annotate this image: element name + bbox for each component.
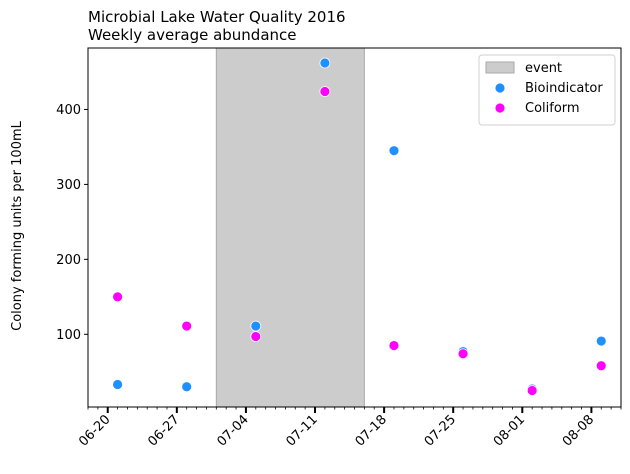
data-points [112, 57, 607, 396]
x-tick-label: 08-01 [491, 412, 528, 449]
coliform-point [319, 86, 331, 97]
coliform-point [112, 291, 124, 303]
event-band [215, 47, 365, 408]
legend-event-label: event [525, 61, 562, 76]
x-tick-label: 06-27 [145, 412, 182, 449]
bioindicator-point [250, 320, 262, 332]
legend-coliform-marker [494, 102, 506, 114]
x-tick-label: 07-11 [284, 412, 321, 449]
coliform-point [457, 348, 469, 360]
bioindicator-point [112, 379, 124, 390]
coliform-point [388, 340, 400, 351]
legend-bioindicator-marker [494, 82, 506, 94]
y-tick-label: 400 [56, 103, 81, 118]
y-tick-label: 300 [56, 178, 81, 193]
coliform-point [595, 360, 607, 372]
coliform-point [526, 385, 538, 396]
chart-title: Microbial Lake Water Quality 2016 [88, 8, 346, 26]
y-axis-ticks: 100 200 300 400 [56, 103, 88, 343]
x-tick-label: 07-25 [422, 412, 459, 449]
chart-subtitle: Weekly average abundance [88, 26, 297, 44]
y-tick-label: 200 [56, 253, 81, 268]
x-tick-label: 07-18 [353, 412, 390, 449]
y-axis-label: Colony forming units per 100mL [10, 120, 25, 331]
legend: event Bioindicator Coliform [478, 54, 616, 126]
x-tick-label: 06-20 [76, 412, 113, 449]
y-tick-label: 100 [56, 328, 81, 343]
legend-bioindicator-label: Bioindicator [525, 81, 603, 96]
x-tick-label: 07-04 [214, 412, 251, 449]
bioindicator-point [595, 335, 607, 347]
bioindicator-point [388, 145, 400, 157]
coliform-point [181, 320, 193, 332]
plot-frame [87, 47, 622, 408]
x-axis-ticks: 06-20 06-27 07-04 07-11 07-18 07-25 08-01 08-08 [76, 407, 597, 450]
coliform-point [250, 331, 262, 342]
legend-coliform-label: Coliform [525, 101, 580, 116]
bioindicator-point [319, 57, 331, 69]
bioindicator-point [181, 381, 193, 393]
legend-event-swatch [485, 61, 515, 74]
x-tick-label: 08-08 [560, 412, 597, 449]
